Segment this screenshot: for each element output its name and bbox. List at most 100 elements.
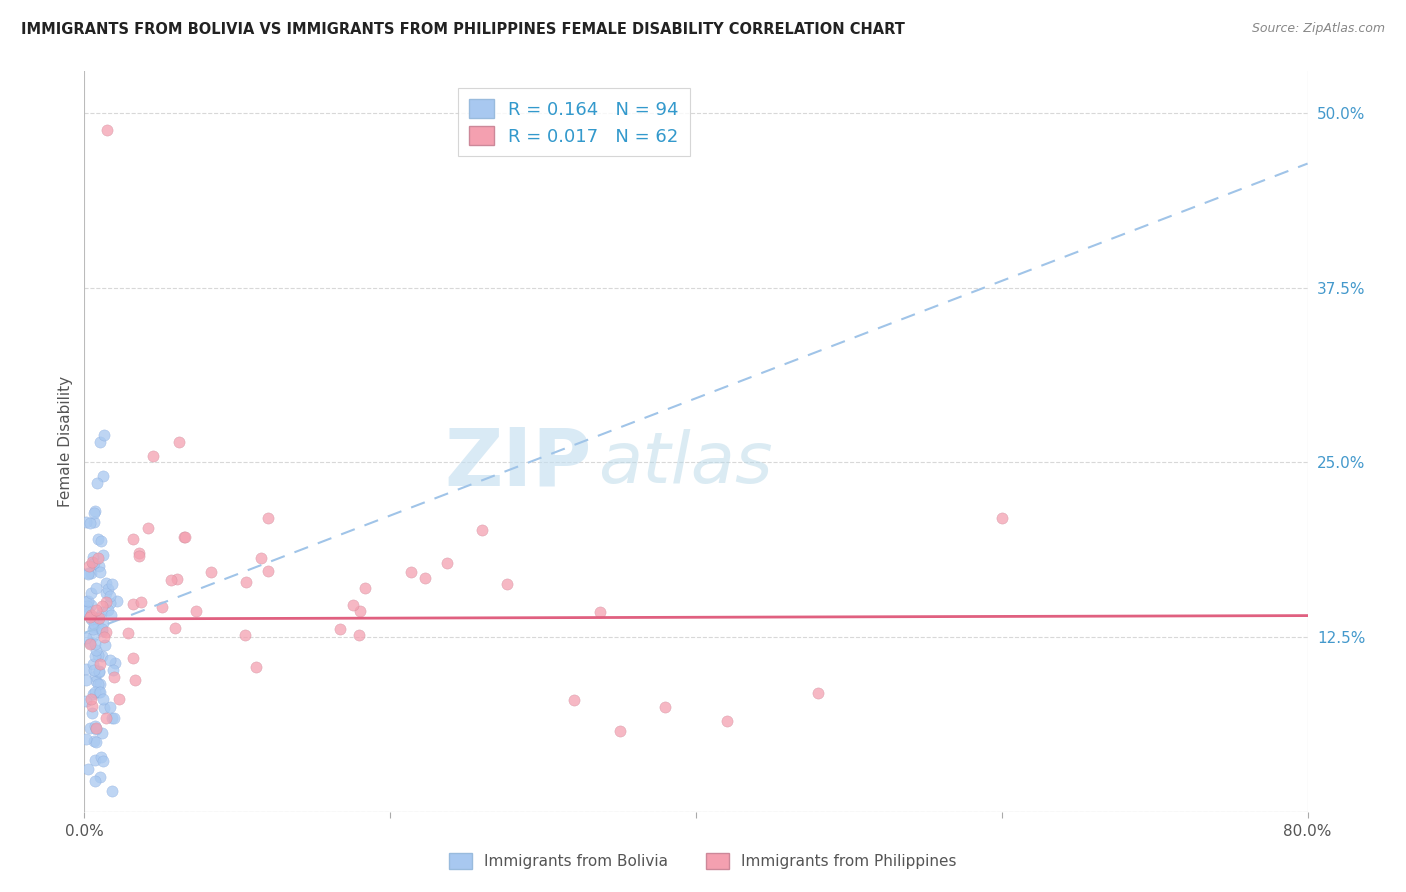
Point [98,653,121,667]
Point [91,616,114,631]
Point [83,685,105,699]
Point [94,711,117,725]
Point [83,663,105,677]
Point [90,622,112,636]
Point [80,586,103,600]
Point [98,596,121,610]
Point [104,657,127,671]
Point [471,523,494,537]
Point [173,530,195,544]
Point [91,548,114,562]
Point [75,631,97,645]
Point [91,726,114,740]
Point [129,595,152,609]
Point [184,604,207,618]
Point [436,557,458,571]
Point [87,617,110,632]
Point [84,735,107,749]
Point [84,721,107,735]
Point [91,469,114,483]
Point [84,504,107,518]
Point [79,612,101,626]
Point [150,599,173,614]
Point [101,577,124,591]
Point [82,622,104,636]
Point [84,649,107,664]
Text: ZIP: ZIP [444,425,592,503]
Point [91,692,114,706]
Point [87,550,110,565]
Point [82,688,104,702]
Point [90,750,112,764]
Point [83,556,105,570]
Point [77,567,100,582]
Point [77,607,100,621]
Point [84,643,107,657]
Point [413,571,436,585]
Y-axis label: Female Disability: Female Disability [58,376,73,508]
Point [235,574,257,589]
Point [609,723,631,738]
Point [83,636,105,650]
Point [77,594,100,608]
Point [79,637,101,651]
Point [83,733,105,747]
Point [174,530,197,544]
Point [84,582,107,596]
Point [94,638,117,652]
Point [75,732,97,747]
Point [76,604,98,618]
Point [347,628,370,642]
Point [75,673,97,687]
Point [84,753,107,767]
Point [79,610,101,624]
Point [96,576,118,591]
Point [80,692,103,706]
Point [589,605,612,619]
Point [75,694,97,708]
Point [401,565,423,579]
Point [89,684,111,698]
Point [80,599,103,613]
Point [75,593,97,607]
Point [84,774,107,789]
Point [87,610,110,624]
Point [83,620,105,634]
Point [89,434,111,449]
Point [75,515,97,529]
Point [77,559,100,574]
Point [76,762,98,776]
Text: IMMIGRANTS FROM BOLIVIA VS IMMIGRANTS FROM PHILIPPINES FEMALE DISABILITY CORRELA: IMMIGRANTS FROM BOLIVIA VS IMMIGRANTS FR… [21,22,905,37]
Point [100,711,122,725]
Point [75,662,97,676]
Point [100,700,122,714]
Point [93,427,115,442]
Point [117,625,139,640]
Point [101,784,124,798]
Point [93,630,115,644]
Point [89,657,111,671]
Point [166,572,188,586]
Point [77,566,100,580]
Point [716,714,738,728]
Point [142,449,165,463]
Point [87,685,110,699]
Point [122,597,145,611]
Point [90,605,112,619]
Legend: R = 0.164   N = 94, R = 0.017   N = 62: R = 0.164 N = 94, R = 0.017 N = 62 [458,87,689,156]
Point [96,586,118,600]
Point [87,665,110,679]
Point [94,595,117,609]
Point [105,594,128,608]
Legend: Immigrants from Bolivia, Immigrants from Philippines: Immigrants from Bolivia, Immigrants from… [443,847,963,875]
Point [100,608,122,623]
Point [329,622,352,636]
Point [86,722,108,736]
Point [82,657,104,671]
Point [496,576,519,591]
Point [249,550,271,565]
Point [86,677,108,691]
Point [83,516,105,530]
Point [245,660,267,674]
Point [200,565,222,579]
